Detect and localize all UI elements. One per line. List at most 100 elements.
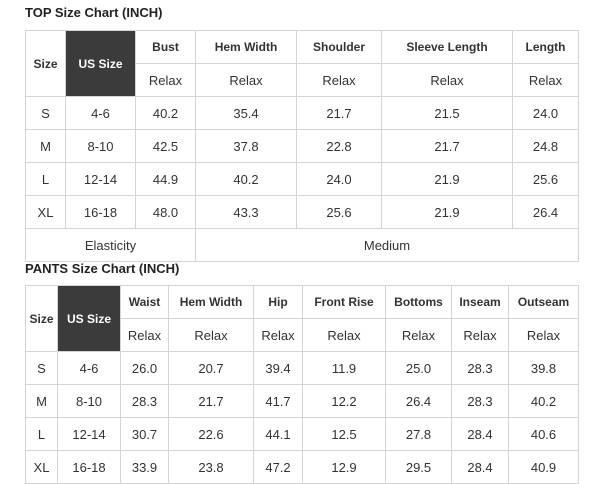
pants-title: PANTS Size Chart (INCH)	[25, 261, 180, 276]
cell: 30.7	[120, 417, 169, 451]
column-header: Bust	[135, 30, 196, 64]
cell: M	[25, 129, 66, 163]
cell: 48.0	[135, 195, 196, 229]
cell: 33.9	[120, 450, 169, 484]
cell: 22.8	[296, 129, 382, 163]
cell: 28.3	[451, 384, 509, 418]
cell: 28.4	[451, 450, 509, 484]
cell: L	[25, 162, 66, 196]
elasticity-value: Medium	[195, 228, 579, 262]
column-header: Sleeve Length	[381, 30, 513, 64]
cell: 24.8	[512, 129, 579, 163]
pants-table: Size US Size Waist Hem Width Hip Front Rise Bo…	[25, 285, 579, 484]
column-header: Waist	[120, 285, 169, 319]
cell: 16-18	[57, 450, 121, 484]
cell: 12-14	[57, 417, 121, 451]
column-header: Front Rise	[302, 285, 386, 319]
top-title: TOP Size Chart (INCH)	[25, 5, 163, 20]
cell: 40.9	[508, 450, 579, 484]
column-header: Hem Width	[168, 285, 254, 319]
column-header: Shoulder	[296, 30, 382, 64]
top-table: Size US Size Bust Hem Width Shoulder Sleeve L…	[25, 30, 579, 262]
cell: 21.5	[381, 96, 513, 130]
column-header: Hip	[253, 285, 303, 319]
cell: 21.7	[381, 129, 513, 163]
cell: 11.9	[302, 351, 386, 385]
cell: S	[25, 96, 66, 130]
cell: 37.8	[195, 129, 297, 163]
cell: 47.2	[253, 450, 303, 484]
fit-cell: Relax	[302, 318, 386, 352]
cell: 4-6	[57, 351, 121, 385]
fit-cell: Relax	[512, 63, 579, 97]
cell: 23.8	[168, 450, 254, 484]
fit-cell: Relax	[508, 318, 579, 352]
cell: 41.7	[253, 384, 303, 418]
size-row: M 8-10 28.3 21.7 41.7 12.2 26.4 28.3 40.2	[25, 384, 579, 418]
cell: 40.2	[508, 384, 579, 418]
cell: 43.3	[195, 195, 297, 229]
column-header: Hem Width	[195, 30, 297, 64]
cell: 24.0	[296, 162, 382, 196]
fit-cell: Relax	[120, 318, 169, 352]
size-row: L 12-14 44.9 40.2 24.0 21.9 25.6	[25, 162, 579, 196]
cell: 26.4	[385, 384, 452, 418]
cell: 21.7	[296, 96, 382, 130]
cell: 39.8	[508, 351, 579, 385]
cell: S	[25, 351, 58, 385]
cell: 40.2	[135, 96, 196, 130]
cell: 27.8	[385, 417, 452, 451]
cell: 12-14	[65, 162, 136, 196]
cell: 12.2	[302, 384, 386, 418]
column-header: Inseam	[451, 285, 509, 319]
column-header: US Size	[65, 30, 136, 97]
cell: 28.3	[451, 351, 509, 385]
cell: 21.9	[381, 195, 513, 229]
cell: 8-10	[57, 384, 121, 418]
cell: 20.7	[168, 351, 254, 385]
cell: 29.5	[385, 450, 452, 484]
fit-cell: Relax	[253, 318, 303, 352]
cell: 44.9	[135, 162, 196, 196]
cell: 40.6	[508, 417, 579, 451]
cell: 28.4	[451, 417, 509, 451]
column-header: Length	[512, 30, 579, 64]
size-row: XL 16-18 48.0 43.3 25.6 21.9 26.4	[25, 195, 579, 229]
cell: 42.5	[135, 129, 196, 163]
footer-row: Elasticity Medium	[25, 228, 579, 262]
size-row: XL 16-18 33.9 23.8 47.2 12.9 29.5 28.4 40.9	[25, 450, 579, 484]
cell: 26.0	[120, 351, 169, 385]
size-row: S 4-6 40.2 35.4 21.7 21.5 24.0	[25, 96, 579, 130]
fit-row: Relax Relax Relax Relax Relax	[26, 63, 579, 97]
elasticity-label: Elasticity	[25, 228, 196, 262]
cell: 16-18	[65, 195, 136, 229]
cell: M	[25, 384, 58, 418]
size-row: L 12-14 30.7 22.6 44.1 12.5 27.8 28.4 40.6	[25, 417, 579, 451]
cell: XL	[25, 450, 58, 484]
cell: 8-10	[65, 129, 136, 163]
fit-cell: Relax	[385, 318, 452, 352]
cell: 44.1	[253, 417, 303, 451]
cell: 25.6	[512, 162, 579, 196]
fit-cell: Relax	[195, 63, 297, 97]
column-header: US Size	[57, 285, 121, 352]
cell: 39.4	[253, 351, 303, 385]
cell: 40.2	[195, 162, 297, 196]
cell: XL	[25, 195, 66, 229]
fit-cell: Relax	[296, 63, 382, 97]
column-header: Outseam	[508, 285, 579, 319]
column-header: Bottoms	[385, 285, 452, 319]
fit-row: Relax Relax Relax Relax Relax Relax Relax	[26, 318, 579, 352]
cell: 12.9	[302, 450, 386, 484]
cell: 24.0	[512, 96, 579, 130]
fit-cell: Relax	[135, 63, 196, 97]
cell: 21.9	[381, 162, 513, 196]
cell: 26.4	[512, 195, 579, 229]
cell: 4-6	[65, 96, 136, 130]
size-row: S 4-6 26.0 20.7 39.4 11.9 25.0 28.3 39.8	[25, 351, 579, 385]
cell: 22.6	[168, 417, 254, 451]
cell: 28.3	[120, 384, 169, 418]
fit-cell: Relax	[381, 63, 513, 97]
cell: 25.0	[385, 351, 452, 385]
